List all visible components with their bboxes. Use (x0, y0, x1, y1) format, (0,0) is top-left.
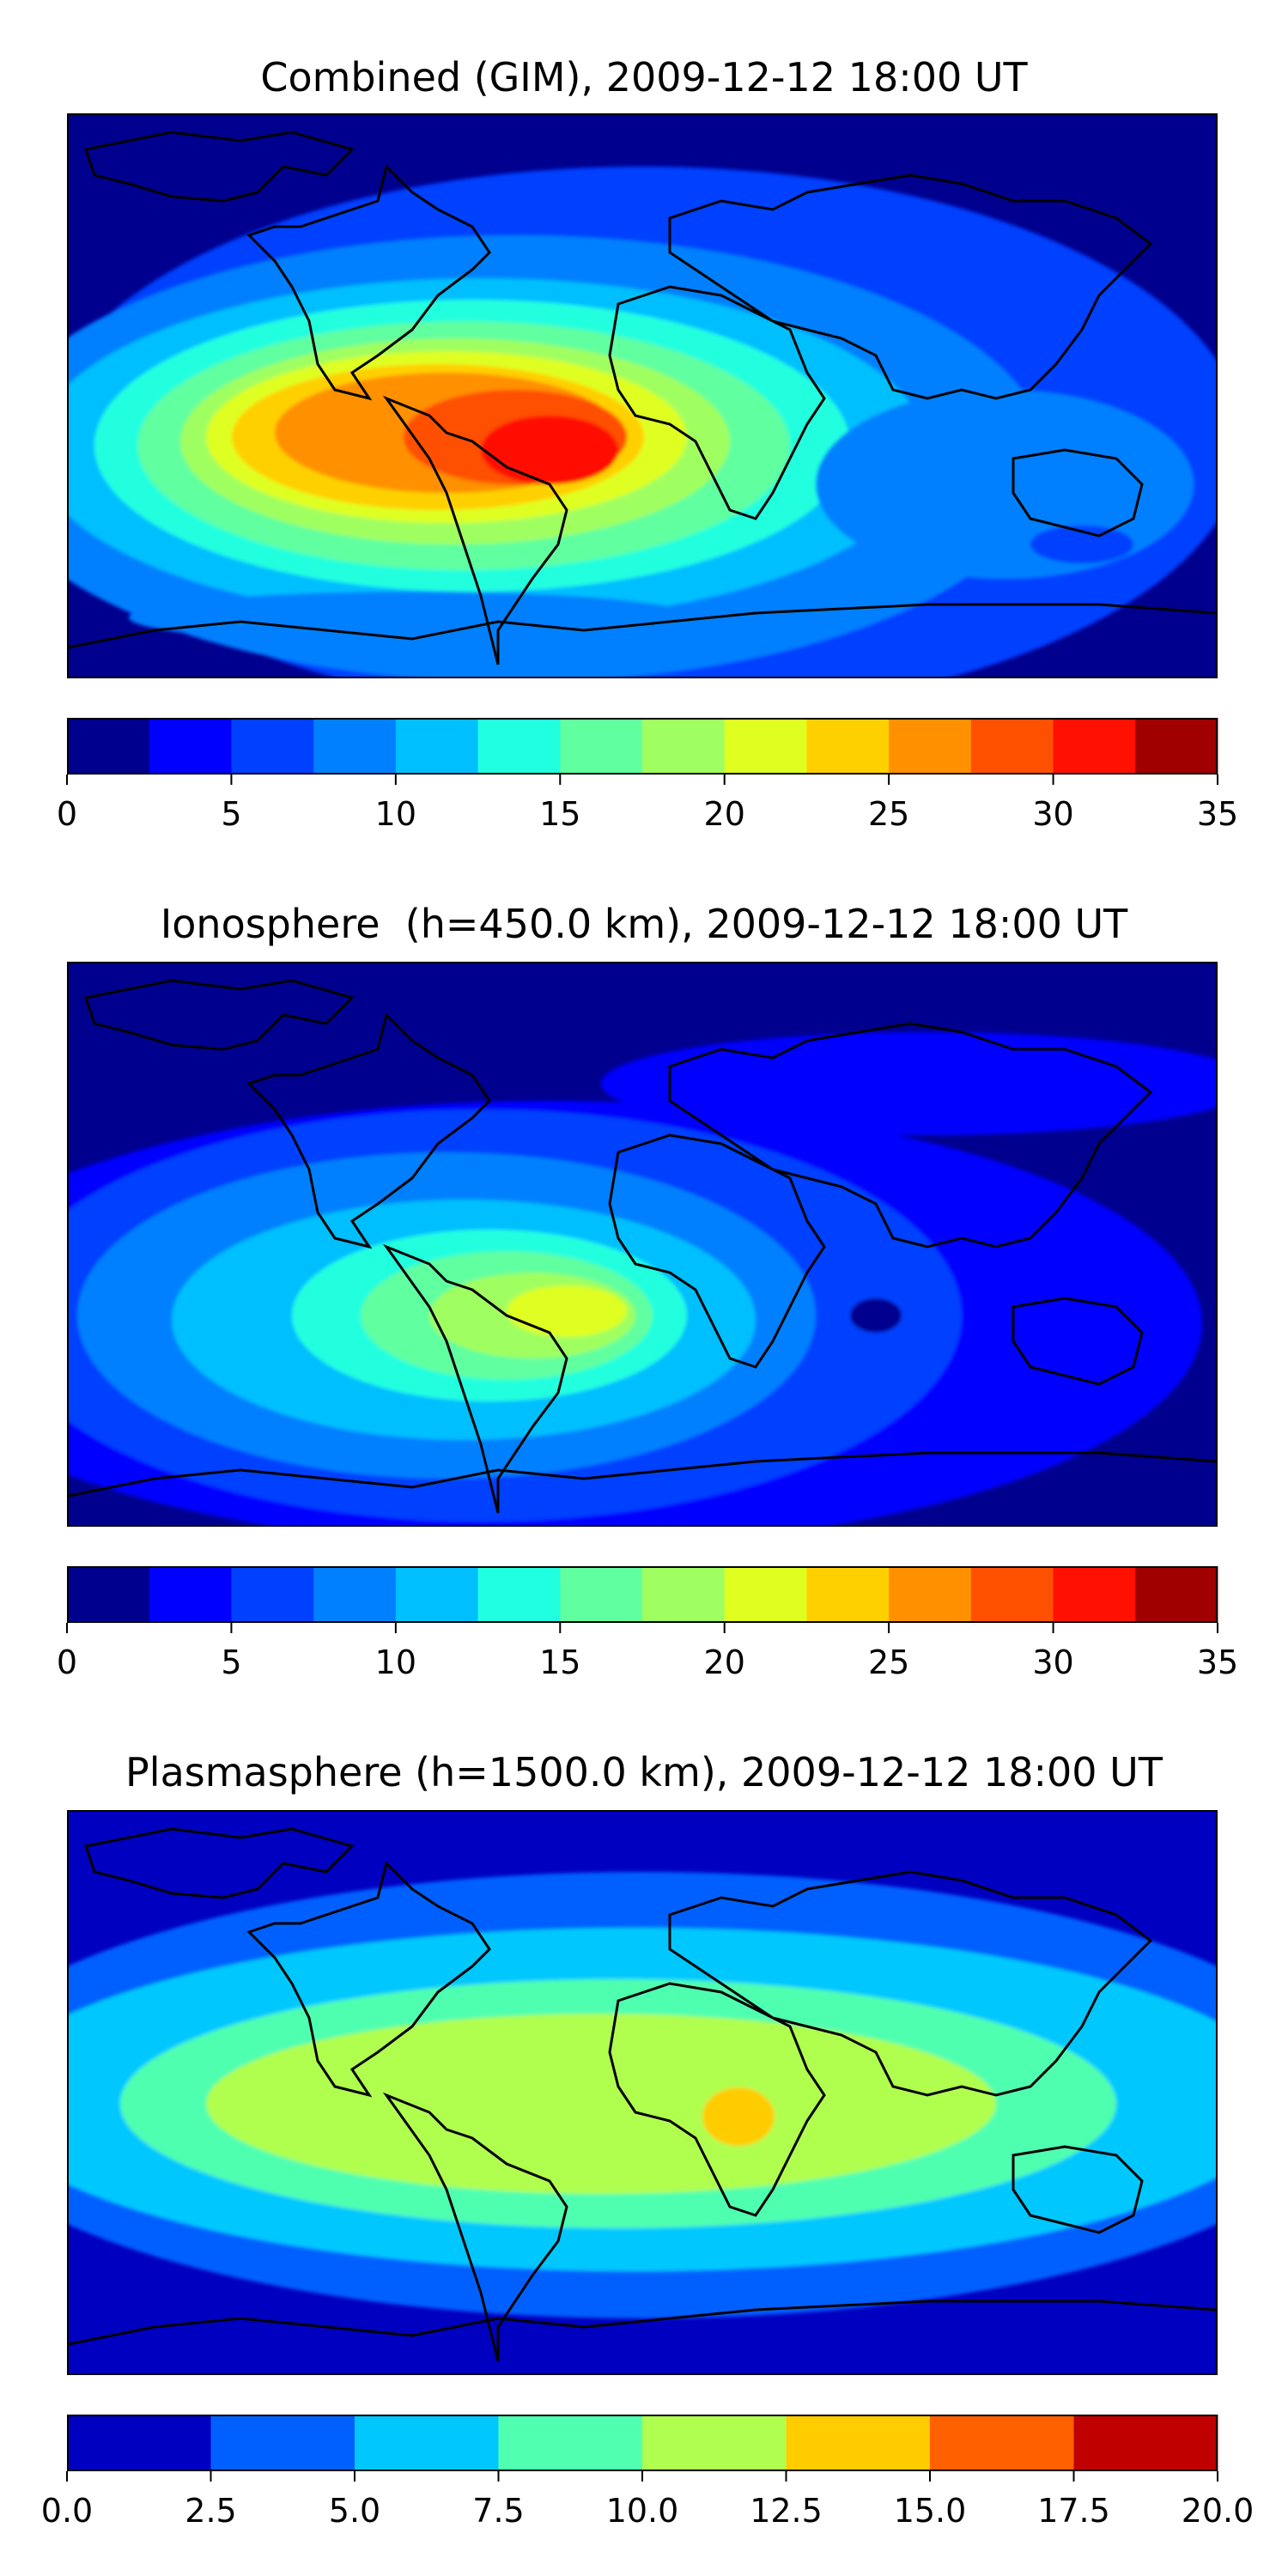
colorbar-segment (477, 718, 561, 775)
panel-2-title: Ionosphere (h=450.0 km), 2009-12-12 18:0… (160, 901, 1128, 947)
panel-1-map (67, 113, 1218, 678)
colorbar-frame (67, 2415, 1218, 2471)
colorbar-segment (67, 2415, 211, 2471)
panel-3-title: Plasmasphere (h=1500.0 km), 2009-12-12 1… (125, 1749, 1163, 1795)
panel-3-colorbar (66, 2415, 1218, 2482)
colorbar-segment (642, 1566, 726, 1623)
colorbar-segment (889, 1566, 972, 1623)
colorbar-segment (786, 2415, 931, 2471)
tick-label: 35 (1196, 795, 1239, 833)
tick-label: 5 (221, 795, 242, 833)
tick-label: 25 (867, 1643, 910, 1681)
colorbar-segment (231, 1566, 314, 1623)
colorbar-segment (149, 1566, 232, 1623)
tick-label: 30 (1032, 1643, 1074, 1681)
colorbar-segment (313, 718, 397, 775)
colorbar-segment (67, 1566, 150, 1623)
colorbar-segment (560, 718, 643, 775)
colorbar-frame (67, 1566, 1218, 1623)
panel-1-colorbar-ticks: 0 5 10 15 20 25 30 35 (57, 795, 1238, 838)
colorbar-segment (477, 1566, 561, 1623)
tick-label: 30 (1032, 795, 1074, 833)
tick-label: 15 (539, 795, 581, 833)
colorbar-segment (560, 1566, 643, 1623)
colorbar-segment (149, 718, 232, 775)
tick-label: 17.5 (1037, 2492, 1110, 2530)
tick-label: 20.0 (1181, 2492, 1255, 2530)
colorbar-segment (313, 1566, 397, 1623)
panel-2-colorbar (66, 1566, 1218, 1633)
colorbar-segment (1073, 2415, 1218, 2471)
panel-2-colorbar-ticks: 0 5 10 15 20 25 30 35 (57, 1643, 1238, 1686)
colorbar-segment (1135, 1566, 1218, 1623)
colorbar-segment (724, 718, 807, 775)
colorbar-segment (67, 718, 150, 775)
colorbar-segment (1053, 718, 1136, 775)
colorbar-segment (930, 2415, 1074, 2471)
tick-label: 0 (56, 1643, 78, 1681)
colorbar-segment (210, 2415, 355, 2471)
colorbar-segment (642, 718, 726, 775)
colorbar-segment (355, 2415, 499, 2471)
tick-label: 0 (56, 795, 78, 833)
colorbar-segment (642, 2415, 787, 2471)
colorbar-segment (1135, 718, 1218, 775)
tick-label: 12.5 (750, 2492, 823, 2530)
tick-label: 25 (867, 795, 910, 833)
colorbar-segment (395, 1566, 479, 1623)
tick-label: 10 (374, 795, 417, 833)
tick-label: 15 (539, 1643, 581, 1681)
panel-3-map (67, 1810, 1218, 2375)
colorbar-frame (67, 718, 1218, 775)
tick-label: 7.5 (472, 2492, 525, 2530)
tick-label: 10 (374, 1643, 417, 1681)
colorbar-segment (724, 1566, 807, 1623)
colorbar-segment (231, 718, 314, 775)
colorbar-segment (970, 1566, 1054, 1623)
tick-label: 5.0 (328, 2492, 381, 2530)
colorbar-segment (498, 2415, 643, 2471)
colorbar-segment (806, 1566, 890, 1623)
tick-label: 15.0 (893, 2492, 967, 2530)
tick-label: 2.5 (185, 2492, 237, 2530)
panel-1-title: Combined (GIM), 2009-12-12 18:00 UT (260, 54, 1028, 100)
tick-label: 20 (703, 795, 745, 833)
tick-label: 35 (1196, 1643, 1239, 1681)
panel-2-map (67, 962, 1218, 1527)
colorbar-segment (970, 718, 1054, 775)
colorbar-segment (395, 718, 479, 775)
tick-label: 5 (221, 1643, 242, 1681)
tick-label: 10.0 (605, 2492, 679, 2530)
colorbar-segment (889, 718, 972, 775)
tick-label: 0.0 (40, 2492, 94, 2530)
colorbar-segment (806, 718, 890, 775)
tick-label: 20 (703, 1643, 745, 1681)
panel-3-colorbar-ticks: 0.0 2.5 5.0 7.5 10.0 12.5 15.0 17.5 20.0 (41, 2492, 1255, 2535)
colorbar-segment (1053, 1566, 1136, 1623)
panel-1-colorbar (66, 718, 1218, 785)
